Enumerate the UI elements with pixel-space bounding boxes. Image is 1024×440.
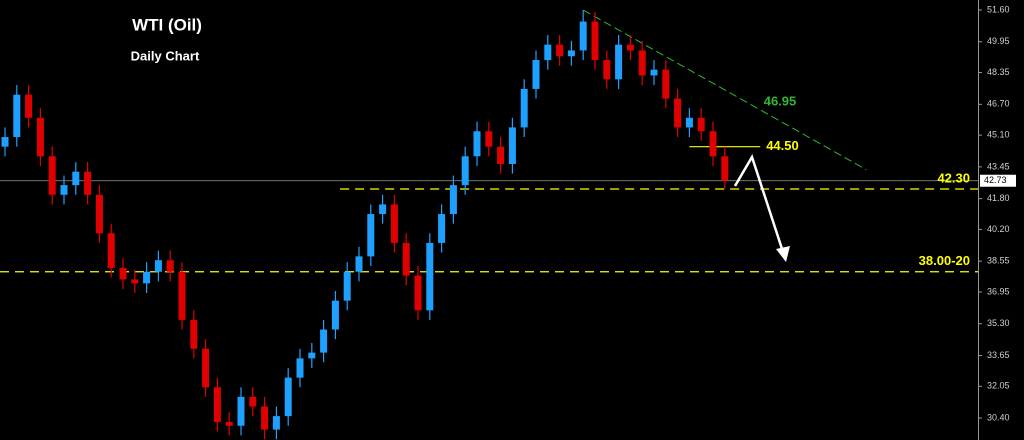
candle-body bbox=[414, 275, 422, 311]
candle-body bbox=[379, 204, 387, 215]
candle-body bbox=[662, 69, 670, 99]
candle-body bbox=[567, 50, 575, 57]
candle-body bbox=[544, 44, 552, 61]
y-tick-label: 46.70 bbox=[987, 99, 1010, 109]
chart-subtitle: Daily Chart bbox=[131, 48, 200, 63]
candle-body bbox=[131, 279, 139, 284]
candle-body bbox=[166, 260, 174, 272]
candle-body bbox=[1, 137, 9, 147]
candle-body bbox=[355, 256, 363, 272]
forecast-arrow bbox=[733, 153, 790, 262]
arrow-path bbox=[733, 153, 785, 253]
candle-body bbox=[48, 156, 56, 195]
y-tick-label: 48.35 bbox=[987, 67, 1010, 77]
y-tick-label: 51.60 bbox=[987, 4, 1010, 14]
y-tick-label: 36.95 bbox=[987, 286, 1010, 296]
y-tick-label: 30.40 bbox=[987, 412, 1010, 422]
y-tick-label: 38.55 bbox=[987, 256, 1010, 266]
y-tick-label: 32.05 bbox=[987, 381, 1010, 391]
candle-body bbox=[60, 185, 68, 195]
candle-body bbox=[685, 117, 693, 128]
plot-area bbox=[0, 9, 978, 440]
candle-body bbox=[497, 146, 505, 164]
candle-body bbox=[190, 319, 198, 349]
candle-body bbox=[638, 50, 646, 76]
candle-body bbox=[13, 94, 21, 138]
candle-body bbox=[591, 21, 599, 61]
candle-body bbox=[296, 358, 304, 378]
level-label: 42.30 bbox=[937, 170, 970, 185]
chart-title: WTI (Oil) bbox=[132, 15, 202, 34]
last-price-label: 42.73 bbox=[984, 175, 1007, 185]
candle-body bbox=[308, 352, 316, 359]
candle-body bbox=[461, 156, 469, 186]
candle-body bbox=[284, 377, 292, 417]
candle-body bbox=[225, 421, 233, 426]
candle-body bbox=[178, 271, 186, 320]
candle-body bbox=[650, 69, 658, 76]
y-tick-label: 49.95 bbox=[987, 36, 1010, 46]
candle-body bbox=[272, 416, 280, 430]
y-tick-label: 41.80 bbox=[987, 193, 1010, 203]
candle-body bbox=[556, 44, 564, 57]
candle-body bbox=[25, 94, 33, 118]
candle-body bbox=[697, 117, 705, 132]
arrow-head bbox=[776, 246, 790, 262]
candle-body bbox=[721, 156, 729, 181]
candle-body bbox=[532, 60, 540, 89]
candle-body bbox=[343, 271, 351, 301]
candle-body bbox=[261, 406, 269, 430]
candle-body bbox=[473, 131, 481, 157]
candle-body bbox=[36, 117, 44, 157]
trendline-label: 46.95 bbox=[764, 93, 797, 108]
candle-body bbox=[107, 233, 115, 268]
candle-body bbox=[143, 271, 151, 284]
candle-body bbox=[449, 185, 457, 215]
candle-body bbox=[485, 131, 493, 147]
candle-body bbox=[390, 204, 398, 243]
candle-body bbox=[426, 242, 434, 311]
candle-body bbox=[72, 171, 80, 186]
y-tick-label: 33.65 bbox=[987, 350, 1010, 360]
last-price-box bbox=[980, 174, 1016, 187]
candle-body bbox=[119, 267, 127, 280]
level-label: 44.50 bbox=[766, 138, 799, 153]
candle-body bbox=[626, 44, 634, 51]
candle-body bbox=[84, 171, 92, 195]
candle-body bbox=[579, 21, 587, 51]
candle-body bbox=[237, 396, 245, 426]
candle-body bbox=[508, 127, 516, 164]
candle-body bbox=[154, 260, 162, 272]
candle-body bbox=[709, 131, 717, 157]
candle-body bbox=[674, 98, 682, 128]
candle-body bbox=[402, 242, 410, 276]
candle-body bbox=[95, 194, 103, 234]
y-tick-label: 40.20 bbox=[987, 224, 1010, 234]
candle-body bbox=[520, 88, 528, 128]
candle-body bbox=[249, 396, 257, 407]
candle-body bbox=[615, 44, 623, 80]
candle-body bbox=[213, 387, 221, 422]
candle-body bbox=[331, 300, 339, 330]
candle-body bbox=[320, 329, 328, 353]
y-tick-label: 35.30 bbox=[987, 318, 1010, 328]
candle-body bbox=[367, 214, 375, 257]
y-tick-label: 43.45 bbox=[987, 161, 1010, 171]
candle-body bbox=[603, 60, 611, 80]
candle-body bbox=[202, 348, 210, 388]
y-tick-label: 45.10 bbox=[987, 129, 1010, 139]
candle-body bbox=[438, 214, 446, 243]
level-label: 38.00-20 bbox=[919, 253, 970, 268]
